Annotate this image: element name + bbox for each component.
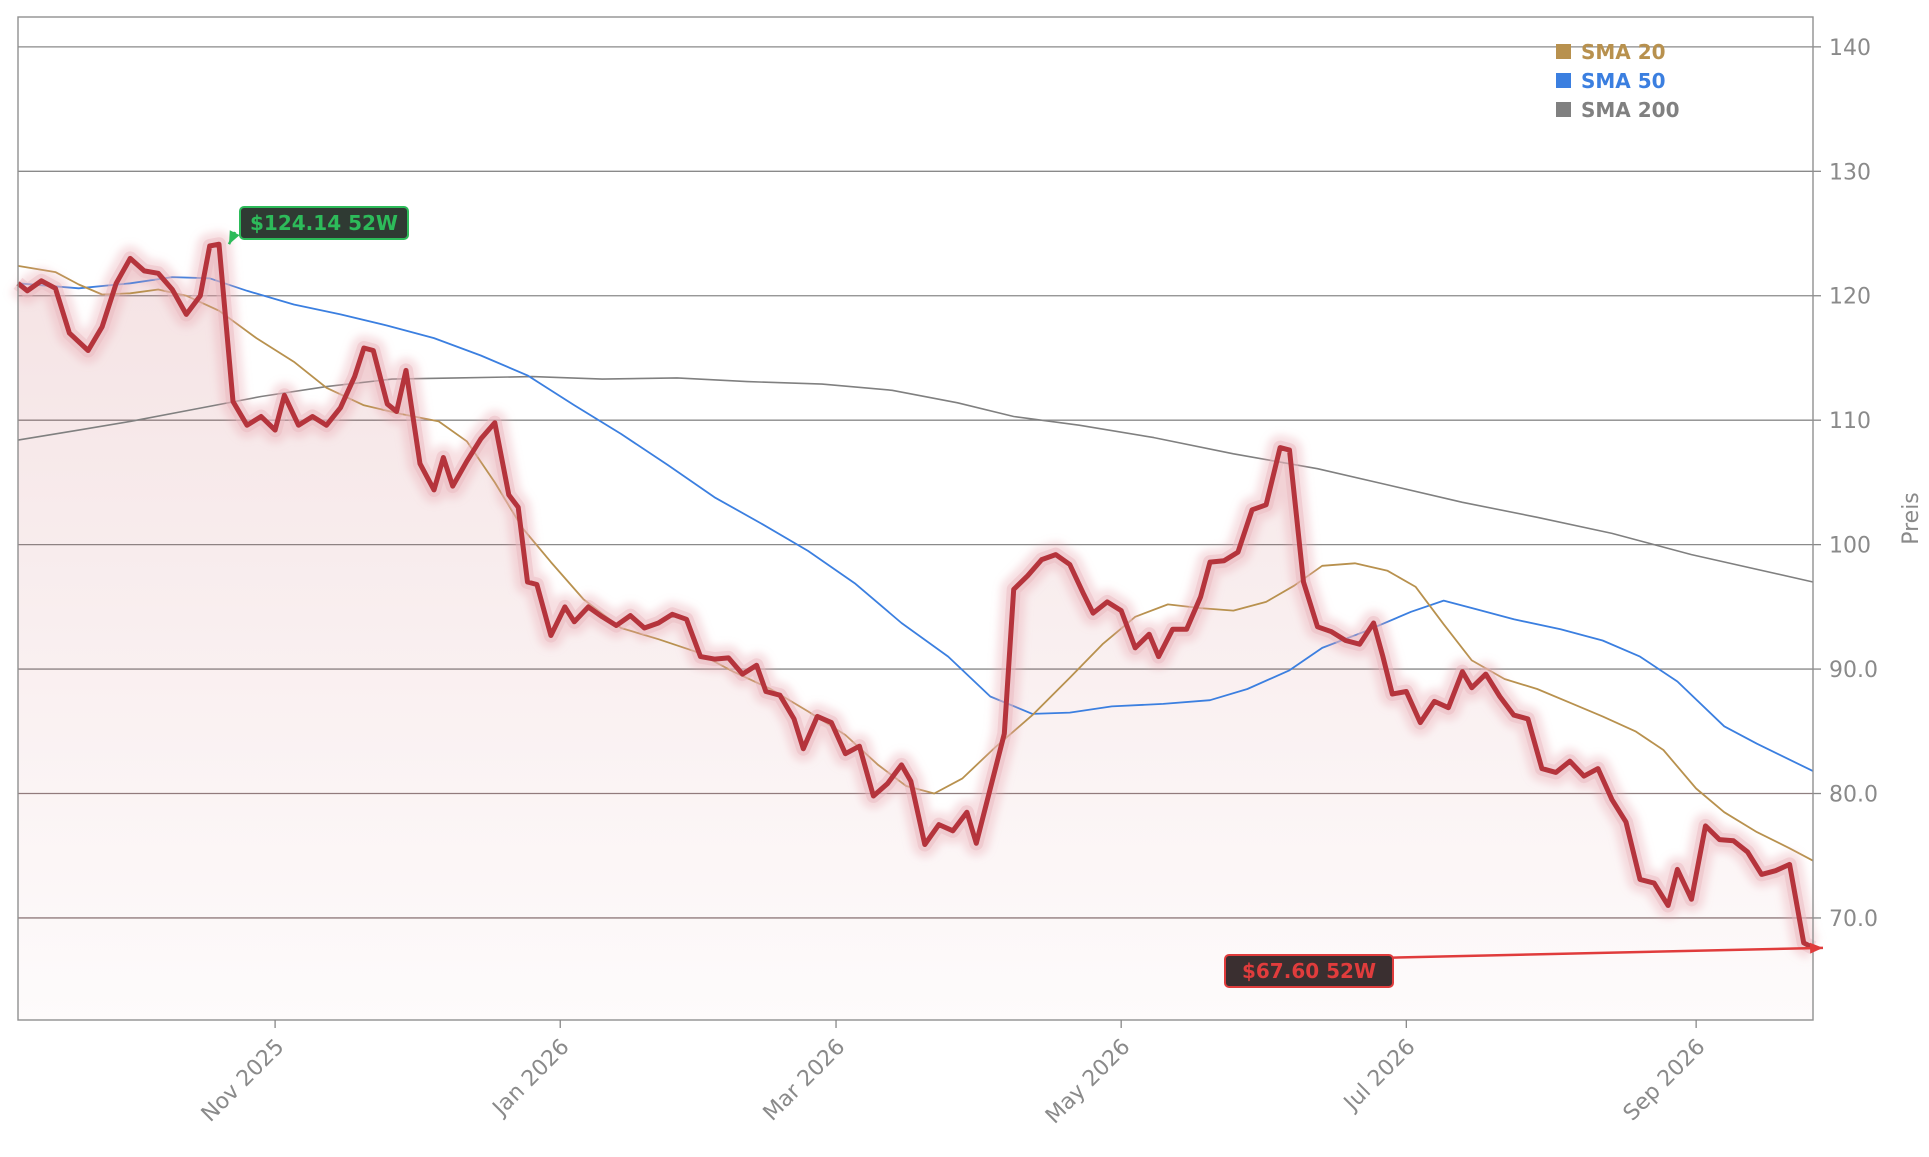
- annotation-label: $124.14 52W: [250, 211, 398, 235]
- annotations: $124.14 52W $67.60 52W: [227, 206, 1824, 988]
- legend-label: SMA 20: [1581, 40, 1666, 64]
- legend: SMA 20 SMA 50 SMA 200: [1556, 40, 1680, 122]
- annotation-arrow: [1376, 946, 1824, 960]
- sma20-line: [17, 265, 1814, 862]
- price-area: [18, 244, 1813, 1020]
- sma50-line: [17, 276, 1814, 772]
- x-tick-label: Nov 2025: [197, 1035, 290, 1128]
- legend-swatch: [1556, 102, 1571, 117]
- x-tick-label: May 2026: [1041, 1035, 1135, 1129]
- legend-label: SMA 50: [1581, 69, 1666, 93]
- x-tick-label: Sep 2026: [1619, 1035, 1711, 1127]
- series-lines: [9, 231, 1820, 960]
- y-tick-label: 80.0: [1829, 783, 1878, 808]
- y-tick-label: 130: [1829, 160, 1871, 185]
- y-tick-label: 90.0: [1829, 658, 1878, 683]
- y-axis-label: Preis: [1899, 492, 1924, 545]
- x-tick-label: Jul 2026: [1338, 1035, 1420, 1117]
- x-tick-label: Mar 2026: [759, 1035, 851, 1127]
- legend-label: SMA 200: [1581, 98, 1680, 122]
- price-area-fill: [18, 244, 1813, 1020]
- price-line: [16, 241, 1815, 951]
- plot-frame: [17, 16, 1814, 1021]
- y-tick-label: 140: [1829, 36, 1871, 61]
- y-tick-label: 100: [1829, 534, 1871, 559]
- y-tick-label: 110: [1829, 409, 1871, 434]
- y-tick-label: 120: [1829, 285, 1871, 310]
- y-tick-label: 70.0: [1829, 907, 1878, 932]
- x-tick-label: Jan 2026: [487, 1035, 575, 1123]
- annotation-box: [239, 206, 409, 240]
- legend-swatch: [1556, 73, 1571, 88]
- annotation-box: [1224, 954, 1394, 988]
- annotation-arrowhead: [229, 230, 240, 245]
- annotation-arrowhead: [1810, 942, 1823, 954]
- legend-swatch: [1556, 44, 1571, 59]
- annotation-label: $67.60 52W: [1242, 959, 1376, 983]
